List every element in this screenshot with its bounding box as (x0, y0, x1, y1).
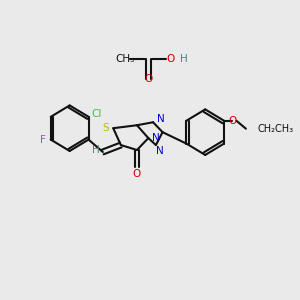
Text: O: O (229, 116, 237, 126)
Text: O: O (166, 54, 174, 64)
Text: N: N (156, 146, 164, 156)
Text: H: H (92, 145, 100, 155)
Text: Cl: Cl (92, 109, 102, 119)
Text: F: F (40, 135, 46, 145)
Text: S: S (102, 123, 109, 133)
Text: O: O (133, 169, 141, 179)
Text: CH₂CH₃: CH₂CH₃ (257, 124, 293, 134)
Text: H: H (179, 54, 187, 64)
Text: O: O (144, 74, 152, 84)
Text: CH₃: CH₃ (115, 54, 134, 64)
Text: N: N (152, 133, 160, 143)
Text: N: N (157, 114, 164, 124)
